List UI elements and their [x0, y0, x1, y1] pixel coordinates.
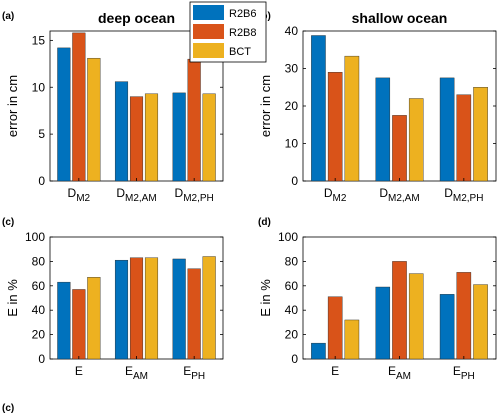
bar-d-r2b6-2 [439, 294, 455, 360]
y-axis-label: error in cm [5, 75, 20, 137]
y-tick-label: 5 [38, 127, 45, 141]
y-tick-label: 0 [291, 174, 298, 188]
y-tick-label: 20 [32, 328, 46, 342]
bar-a-r2b6-0 [57, 47, 71, 182]
bar-d-bct-2 [473, 284, 488, 360]
bar-b-bct-1 [408, 98, 424, 182]
bar-d-r2b8-0 [327, 296, 343, 360]
bar-c-r2b6-2 [172, 258, 186, 360]
x-tick-label: EAM [388, 364, 411, 382]
y-tick-label: 40 [285, 303, 299, 317]
bar-b-bct-2 [473, 87, 488, 182]
bar-c-bct-1 [144, 257, 159, 360]
y-tick-label: 10 [285, 137, 299, 151]
bar-c-r2b6-0 [57, 281, 71, 360]
y-tick-label: 15 [32, 33, 46, 47]
bar-b-bct-0 [344, 55, 360, 182]
legend-label-r2b8: R2B8 [229, 27, 257, 39]
bar-a-r2b6-1 [114, 81, 129, 182]
y-tick-label: 40 [285, 24, 299, 38]
panel-label: (c) [2, 217, 14, 228]
y-tick-label: 80 [32, 254, 46, 268]
x-tick-label: EAM [125, 364, 148, 382]
y-tick-label: 80 [285, 254, 299, 268]
bar-a-r2b8-2 [187, 58, 201, 182]
x-tick-label: EPH [453, 364, 475, 382]
x-tick-label: DM2,PH [175, 186, 214, 204]
bar-d-r2b6-1 [375, 286, 391, 360]
x-tick-label: EPH [183, 364, 205, 382]
legend-label-r2b6: R2B6 [229, 8, 257, 20]
bar-d-r2b8-1 [392, 261, 407, 360]
y-tick-label: 100 [25, 230, 45, 244]
legend: R2B6 R2B8 BCT [189, 1, 267, 63]
legend-swatch-r2b6 [193, 5, 224, 20]
x-tick-label: DM2,PH [444, 186, 483, 204]
x-tick-label: DM2 [324, 186, 347, 204]
x-tick-label: DM2,AM [116, 186, 156, 204]
bar-c-r2b8-1 [129, 257, 144, 360]
panel-title: deep ocean [98, 10, 175, 26]
panel-label: (d) [258, 217, 271, 228]
panel-b: 0 10 20 30 40 DM2 DM2,AM DM2,PH error in cm shall… [258, 10, 497, 204]
bar-a-r2b8-1 [129, 96, 144, 182]
bar-d-bct-0 [344, 319, 360, 360]
bar-b-r2b6-1 [375, 77, 391, 182]
bar-d-bct-1 [408, 273, 424, 360]
bar-b-r2b8-2 [456, 94, 472, 182]
x-tick-label: DM2 [68, 186, 91, 204]
x-tick-label: E [331, 364, 339, 378]
bar-a-bct-2 [202, 93, 216, 182]
panel-title: shallow ocean [352, 10, 448, 26]
bar-a-r2b6-2 [172, 92, 186, 182]
y-tick-label: 100 [278, 230, 298, 244]
bar-d-r2b8-2 [456, 272, 472, 360]
y-axis-label: E in % [258, 279, 273, 317]
legend-label-bct: BCT [229, 46, 251, 58]
y-tick-label: 10 [32, 80, 46, 94]
x-tick-label: E [75, 364, 83, 378]
y-axis-label: error in cm [258, 75, 273, 137]
panel-label: (a) [2, 11, 14, 22]
y-axis-label: E in % [5, 279, 20, 317]
y-tick-label: 0 [291, 352, 298, 366]
bar-c-r2b8-0 [72, 289, 86, 360]
panel-d: 0 20 40 60 80 100 E EAM EPH E in % (d) [258, 217, 497, 382]
y-tick-label: 20 [285, 328, 299, 342]
bar-a-r2b8-0 [72, 32, 86, 182]
y-tick-label: 60 [285, 279, 299, 293]
cropped-panel-label: (c) [2, 403, 14, 413]
y-tick-label: 20 [285, 99, 299, 113]
legend-swatch-r2b8 [193, 24, 224, 39]
panel-c: 0 20 40 60 80 100 E EAM EPH E in % (c) [2, 217, 224, 382]
bar-b-r2b8-1 [392, 115, 407, 182]
y-tick-label: 30 [285, 62, 299, 76]
bar-c-r2b6-1 [114, 259, 129, 360]
y-tick-label: 40 [32, 303, 46, 317]
y-tick-label: 0 [38, 174, 45, 188]
y-tick-label: 60 [32, 279, 46, 293]
panel-a: 0 5 10 15 DM2 DM2,AM DM2,PH error in cm deep oce… [2, 10, 224, 204]
bar-a-bct-0 [87, 57, 101, 182]
bar-d-r2b6-0 [311, 342, 326, 360]
y-tick-label: 0 [38, 352, 45, 366]
bar-b-r2b6-2 [439, 77, 455, 182]
bar-a-bct-1 [144, 93, 159, 182]
bar-c-r2b8-2 [187, 268, 201, 360]
bar-b-r2b8-0 [327, 72, 343, 182]
x-tick-label: DM2,AM [379, 186, 419, 204]
bar-c-bct-0 [87, 277, 101, 360]
bar-b-r2b6-0 [311, 35, 326, 182]
legend-swatch-bct [193, 43, 224, 58]
bar-c-bct-2 [202, 256, 216, 360]
